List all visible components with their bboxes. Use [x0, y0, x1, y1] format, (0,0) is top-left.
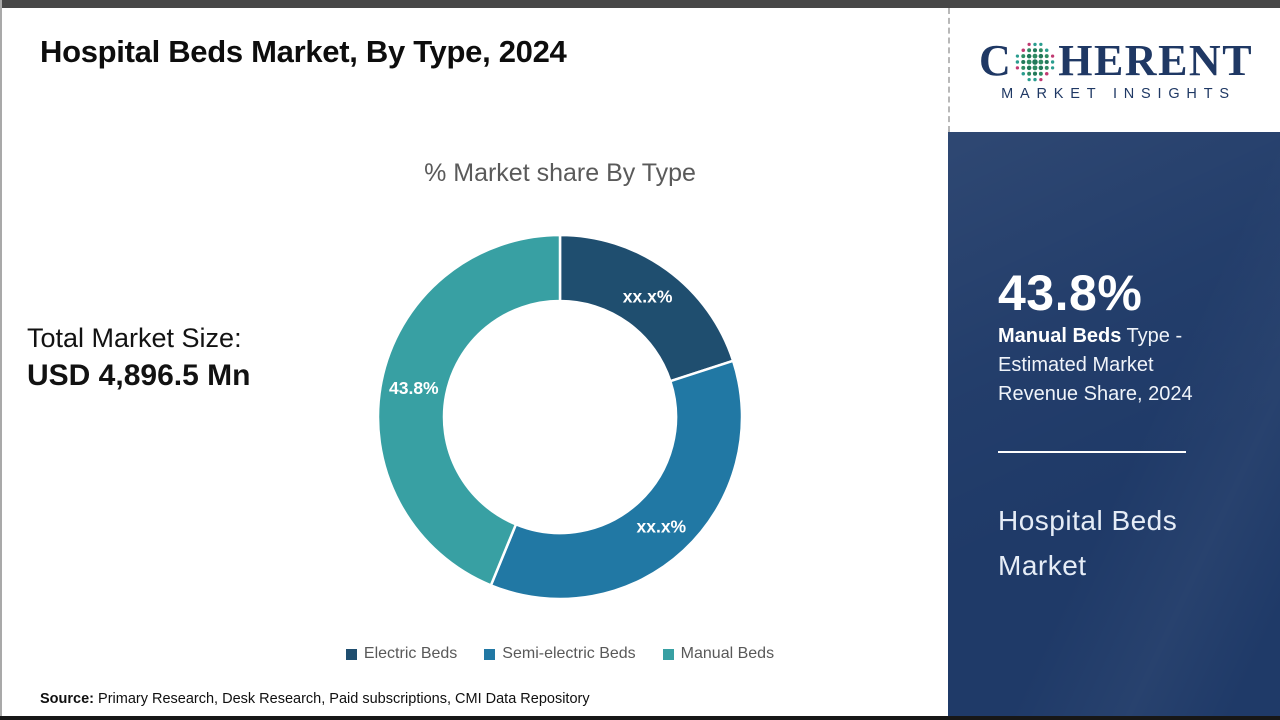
globe-dot — [1021, 48, 1026, 52]
source-label: Source: — [40, 691, 94, 707]
logo-letter-start: C — [978, 35, 1013, 85]
globe-dot — [1038, 53, 1044, 58]
donut-slice-electric-beds — [558, 233, 735, 383]
globe-dot — [1015, 65, 1020, 70]
coherent-globe-icon — [1015, 42, 1055, 81]
globe-dot — [1021, 65, 1026, 70]
globe-dot — [1027, 65, 1032, 70]
sidebar: 43.8% Manual Beds Type - Estimated Marke… — [948, 132, 1280, 716]
sidebar-divider — [998, 451, 1186, 453]
legend-item-electric-beds: Electric Beds — [345, 645, 458, 663]
globe-dot — [1044, 53, 1049, 58]
globe-dot — [1045, 48, 1049, 52]
donut-chart: xx.x% xx.x% 43.8% — [376, 233, 744, 601]
globe-dot — [1032, 64, 1038, 70]
brand-subtitle: MARKET INSIGHTS — [1001, 85, 1236, 102]
chart-title: % Market share By Type — [424, 159, 696, 187]
globe-dot — [1039, 71, 1044, 76]
chart-legend: Electric Beds Semi-electric Beds Manual Be… — [300, 645, 820, 663]
donut-slice-manual-beds — [376, 233, 562, 587]
globe-dot — [1026, 59, 1032, 64]
globe-dot — [1038, 65, 1044, 70]
globe-dot — [1033, 47, 1038, 52]
globe-dot — [1045, 71, 1049, 75]
slice-label-electric-beds: xx.x% — [623, 286, 673, 306]
brand-logo: C HERENT MARKET INSIGHTS — [948, 8, 1280, 132]
globe-dot — [1044, 59, 1050, 64]
legend-swatch-semi-electric-beds — [484, 648, 496, 660]
globe-dot — [1039, 77, 1043, 81]
globe-dot — [1021, 53, 1026, 58]
globe-dot — [1027, 71, 1032, 76]
globe-dot — [1021, 59, 1026, 64]
globe-dot — [1015, 59, 1020, 64]
globe-dot — [1051, 53, 1055, 58]
stat-desc-bold: Manual Beds — [998, 325, 1122, 347]
legend-label-semi-electric-beds: Semi-electric Beds — [502, 645, 636, 662]
globe-dot — [1033, 71, 1038, 76]
legend-swatch-electric-beds — [345, 648, 357, 660]
brand-wordmark: C HERENT — [978, 35, 1254, 85]
stat-desc-rest: Type - Estimated Market Revenue Share, 2… — [998, 325, 1193, 405]
source-text: Primary Research, Desk Research, Paid su… — [94, 691, 590, 707]
globe-dot — [1015, 53, 1020, 58]
globe-dot — [1044, 65, 1049, 70]
slice-label-semi-electric-beds: xx.x% — [637, 516, 687, 536]
globe-dot — [1039, 47, 1044, 52]
globe-dot — [1021, 71, 1026, 75]
globe-dot — [1032, 58, 1038, 65]
donut-slice-semi-electric-beds — [489, 359, 744, 601]
globe-dot — [1027, 47, 1032, 52]
legend-item-manual-beds: Manual Beds — [662, 645, 775, 663]
globe-dot — [1032, 53, 1038, 59]
source-note: Source: Primary Research, Desk Research,… — [40, 691, 590, 707]
legend-label-manual-beds: Manual Beds — [680, 645, 775, 662]
globe-dot — [1027, 77, 1032, 81]
stat-value: 43.8% — [998, 265, 1143, 321]
legend-swatch-manual-beds — [662, 648, 674, 660]
globe-dot — [1033, 42, 1037, 46]
bottom-border — [0, 716, 1280, 720]
globe-dot — [1027, 42, 1032, 46]
logo-word-rest: HERENT — [1058, 35, 1254, 85]
slice-label-manual-beds: 43.8% — [389, 378, 439, 398]
total-market-size: Total Market Size: USD 4,896.5 Mn — [27, 323, 250, 393]
market-name-line1: Hospital Beds — [998, 505, 1178, 536]
globe-dot — [1027, 53, 1032, 58]
legend-label-electric-beds: Electric Beds — [363, 645, 458, 662]
market-name-line2: Market — [998, 550, 1087, 581]
legend-item-semi-electric-beds: Semi-electric Beds — [484, 645, 636, 663]
market-size-value: USD 4,896.5 Mn — [27, 359, 251, 392]
globe-dot — [1039, 42, 1043, 46]
sidebar-texture — [948, 132, 1280, 716]
top-border — [0, 0, 1280, 8]
globe-dot — [1051, 59, 1055, 64]
left-border — [0, 0, 2, 720]
page-title: Hospital Beds Market, By Type, 2024 — [40, 34, 567, 69]
globe-dot — [1051, 65, 1055, 70]
stat-description: Manual Beds Type - Estimated Market Reve… — [998, 322, 1226, 409]
market-size-label: Total Market Size: — [27, 323, 242, 353]
globe-dot — [1033, 77, 1037, 81]
globe-dot — [1038, 59, 1044, 64]
market-name: Hospital Beds Market — [998, 498, 1177, 588]
